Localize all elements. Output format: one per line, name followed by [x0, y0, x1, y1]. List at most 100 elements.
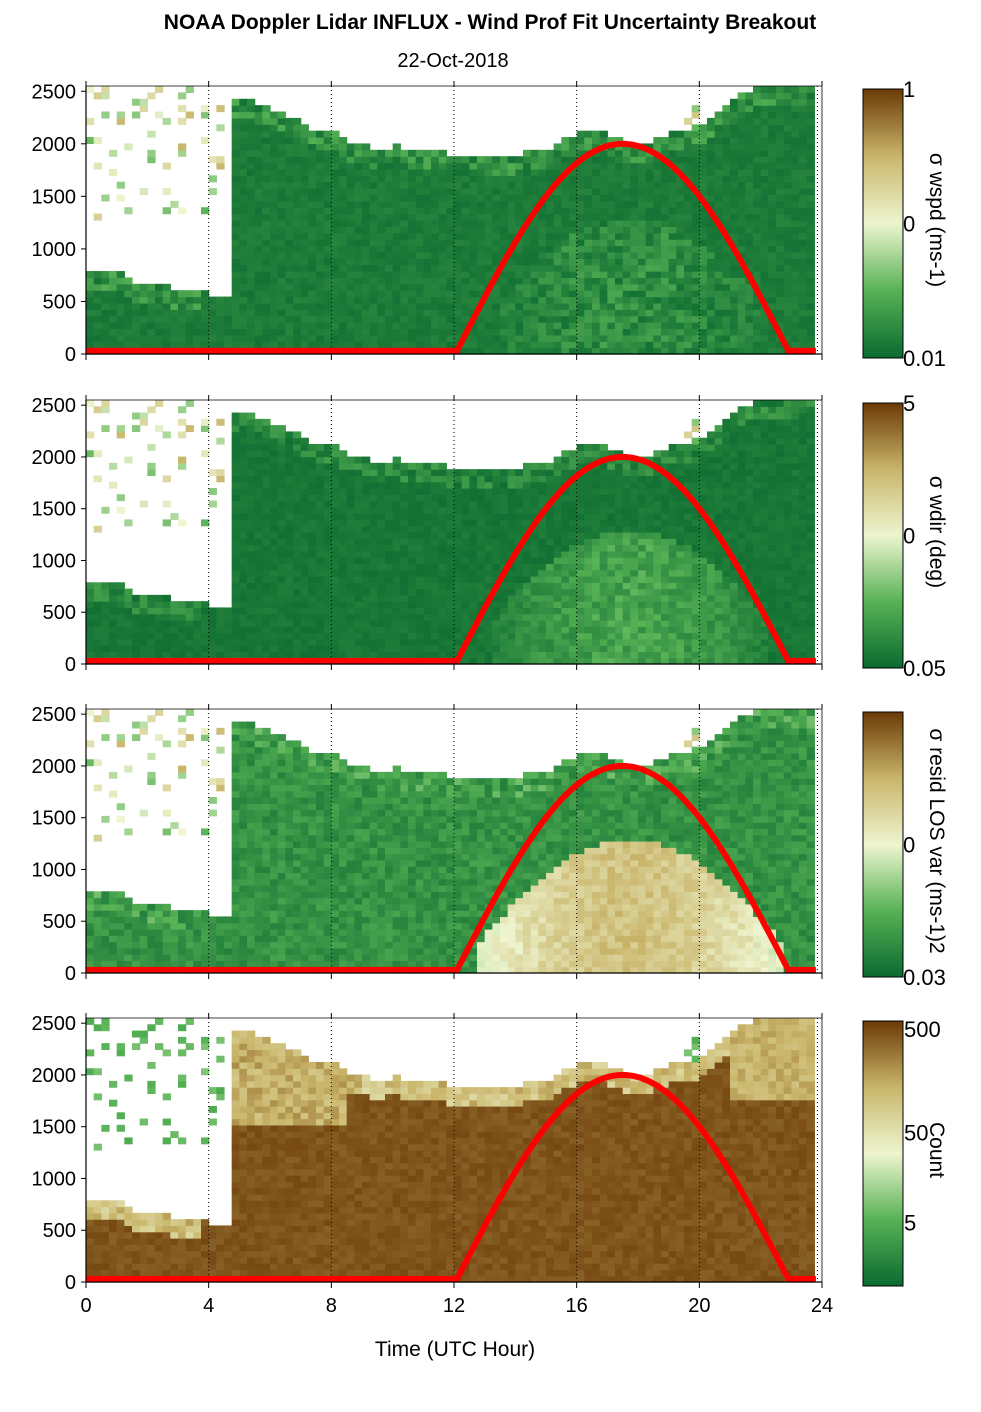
- heatmap-cell: [208, 620, 217, 627]
- heatmap-cell: [423, 181, 432, 189]
- heatmap-cell: [484, 576, 493, 583]
- heatmap-cell: [469, 657, 478, 665]
- heatmap-cell: [592, 277, 601, 285]
- heatmap-cell: [431, 207, 440, 215]
- heatmap-cell: [500, 264, 509, 272]
- heatmap-cell: [576, 607, 585, 615]
- heatmap-cell: [377, 302, 386, 310]
- heatmap-cell: [730, 226, 739, 234]
- heatmap-cell: [484, 322, 493, 330]
- heatmap-cell: [270, 506, 279, 514]
- heatmap-cell: [247, 444, 256, 451]
- heatmap-cell: [423, 525, 432, 533]
- heatmap-cell: [400, 251, 409, 259]
- heatmap-cell: [308, 544, 317, 552]
- heatmap-cell: [576, 188, 585, 196]
- heatmap-cell: [93, 601, 102, 609]
- heatmap-cell: [293, 569, 302, 577]
- heatmap-cell: [553, 220, 562, 227]
- heatmap-cell: [392, 245, 401, 253]
- heatmap-cell: [676, 322, 685, 330]
- heatmap-cell: [308, 444, 317, 451]
- heatmap-cell: [438, 341, 447, 349]
- heatmap-cell: [247, 431, 256, 439]
- heatmap-cell: [461, 315, 470, 323]
- heatmap-cell: [500, 328, 509, 336]
- heatmap-cell: [569, 258, 578, 266]
- heatmap-cell: [308, 181, 317, 189]
- heatmap-cell: [530, 601, 539, 609]
- heatmap-cell: [722, 296, 731, 304]
- heatmap-cell: [446, 175, 455, 183]
- heatmap-cell: [362, 506, 371, 514]
- heatmap-cell: [454, 315, 463, 323]
- heatmap-cell: [208, 175, 217, 183]
- heatmap-cell: [507, 626, 516, 634]
- heatmap-cell: [768, 194, 777, 202]
- heatmap-cell: [561, 569, 570, 577]
- heatmap-cell: [806, 124, 815, 132]
- heatmap-cell: [377, 513, 386, 521]
- heatmap-cell: [607, 613, 616, 621]
- heatmap-cell: [86, 582, 95, 590]
- heatmap-cell: [331, 143, 340, 151]
- heatmap-cell: [300, 258, 309, 266]
- heatmap-cell: [239, 569, 248, 577]
- heatmap-cell: [745, 105, 754, 113]
- heatmap-cell: [300, 481, 309, 489]
- heatmap-cell: [584, 657, 593, 665]
- heatmap-cell: [530, 538, 539, 546]
- heatmap-cell: [622, 638, 631, 646]
- heatmap-cell: [707, 290, 716, 298]
- heatmap-cell: [254, 607, 263, 615]
- heatmap-cell: [615, 264, 624, 272]
- heatmap-cell: [239, 638, 248, 646]
- heatmap-cell: [408, 239, 417, 247]
- heatmap-cell: [546, 181, 555, 189]
- heatmap-cell: [262, 506, 271, 514]
- heatmap-cell: [507, 538, 516, 546]
- heatmap-cell: [316, 309, 325, 317]
- heatmap-cell: [116, 620, 125, 627]
- heatmap-cell: [492, 175, 501, 183]
- heatmap-cell: [369, 607, 378, 615]
- heatmap-cell: [109, 645, 118, 653]
- heatmap-cell: [262, 481, 271, 489]
- heatmap-cell: [745, 162, 754, 170]
- heatmap-cell: [523, 271, 532, 279]
- heatmap-cell: [308, 296, 317, 304]
- heatmap-cell: [745, 334, 754, 342]
- heatmap-cell: [431, 156, 440, 164]
- heatmap-cell: [730, 322, 739, 330]
- heatmap-cell: [599, 651, 608, 659]
- heatmap-cell: [507, 594, 516, 602]
- heatmap-cell: [599, 632, 608, 640]
- heatmap-cell: [515, 264, 524, 272]
- heatmap-cell: [622, 162, 631, 170]
- heatmap-cell: [477, 651, 486, 659]
- heatmap-cell: [308, 576, 317, 583]
- heatmap-cell: [799, 175, 808, 183]
- heatmap-cell: [592, 494, 601, 502]
- heatmap-cell: [346, 232, 355, 240]
- heatmap-cell: [285, 506, 294, 514]
- heatmap-cell: [722, 302, 731, 310]
- heatmap-cell: [592, 239, 601, 247]
- heatmap-cell: [423, 213, 432, 221]
- heatmap-cell: [599, 232, 608, 240]
- heatmap-cell: [484, 638, 493, 646]
- heatmap-cell: [308, 569, 317, 577]
- heatmap-cell: [293, 137, 302, 145]
- heatmap-cell: [308, 130, 317, 138]
- heatmap-cell: [538, 469, 547, 477]
- heatmap-cell: [277, 638, 286, 646]
- heatmap-cell: [730, 328, 739, 336]
- heatmap-cell: [783, 188, 792, 196]
- heatmap-cell: [730, 251, 739, 259]
- heatmap-cell: [300, 162, 309, 170]
- heatmap-cell: [239, 251, 248, 259]
- heatmap-cell: [300, 156, 309, 164]
- heatmap-cell: [155, 309, 164, 317]
- heatmap-cell: [553, 538, 562, 546]
- heatmap-cell: [247, 124, 256, 132]
